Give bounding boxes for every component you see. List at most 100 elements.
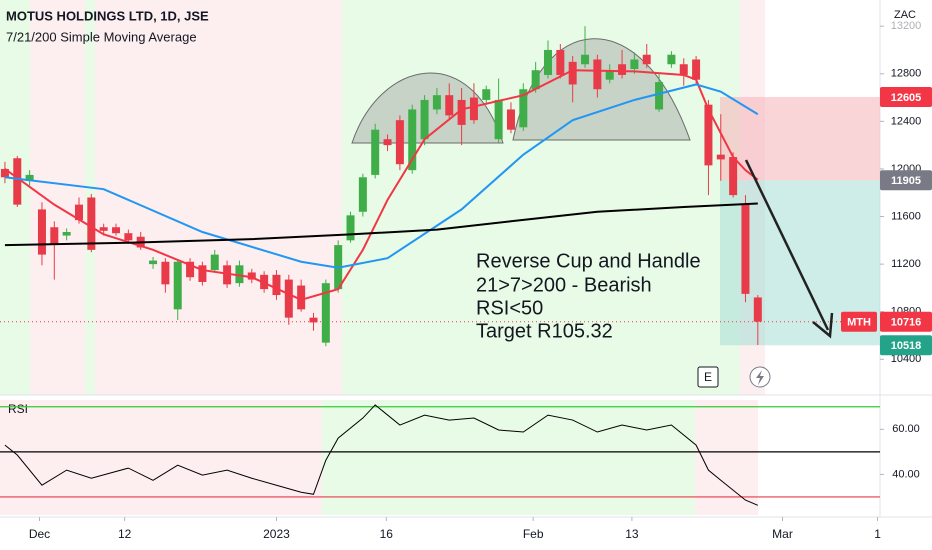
symbol-label: MTH (847, 317, 871, 329)
candle-body (87, 197, 96, 250)
candle-body (74, 204, 83, 221)
moving-average (4, 69, 759, 301)
candle-body (198, 265, 207, 282)
candle-body (729, 157, 738, 196)
stop-label-bg (880, 86, 932, 107)
candle-body (519, 89, 528, 128)
x-tick-label: 13 (625, 527, 639, 541)
plot: 1040010800112001160012000124001280013200… (0, 20, 932, 541)
lightning-icon (756, 370, 764, 385)
arrow-shaft (744, 159, 830, 331)
candle-body (408, 109, 417, 171)
rsi-bear-band (0, 400, 322, 515)
bear-band (122, 0, 342, 395)
candle-body (457, 99, 466, 125)
rsi-label: RSI (8, 402, 28, 416)
candle-body (581, 54, 590, 65)
arrow-head (812, 312, 834, 339)
candle-body (605, 70, 614, 80)
rsi-bull-band (322, 400, 695, 515)
candle-body (13, 158, 22, 205)
annotation: Reverse Cup and Handle 21>7>200 - Bearis… (476, 250, 701, 342)
bear-band (30, 0, 85, 395)
candle-body (235, 265, 244, 284)
x-tick-label: Dec (29, 527, 50, 541)
candle-body (753, 297, 762, 322)
candle-body (482, 89, 491, 100)
candle-body (642, 54, 651, 65)
bear-band (95, 0, 122, 395)
annotation-line: Reverse Cup and Handle (476, 250, 701, 272)
candle-body (186, 261, 195, 278)
target-label-bg (880, 335, 932, 356)
candle-body (173, 261, 182, 310)
candle-body (716, 154, 725, 160)
symbol-label-bg (841, 311, 877, 332)
unit-label: ZAC (894, 9, 916, 21)
rsi-line (4, 404, 759, 506)
candle-body (445, 95, 454, 116)
candle-body (124, 233, 133, 241)
candle-body (0, 168, 9, 178)
y-tick-label: 11200 (891, 258, 921, 270)
candle-body (667, 54, 676, 65)
candle-body (161, 261, 170, 285)
arrow (744, 159, 834, 339)
candle-body (593, 59, 602, 90)
last-price-label: 10716 (891, 317, 922, 329)
earnings-marker: E (704, 370, 712, 384)
candle-body (568, 61, 577, 85)
y-tick-label: 13200 (891, 20, 922, 32)
rsi-tick-label: 40.00 (892, 468, 920, 480)
y-tick-label: 12800 (891, 68, 922, 80)
annotation-line: 21>7>200 - Bearish (476, 274, 652, 296)
candle-body (223, 265, 232, 285)
candle-body (50, 227, 59, 244)
candle-body (37, 209, 46, 255)
bull-band (342, 0, 740, 395)
target-label: 10518 (891, 340, 922, 352)
annotation-line: RSI<50 (476, 297, 543, 319)
x-tick-label: 1 (874, 527, 881, 541)
stop-label: 12605 (891, 92, 922, 104)
candle-body (655, 82, 664, 110)
x-tick-label: Mar (772, 527, 793, 541)
candle-body (297, 285, 306, 310)
candle-body (321, 283, 330, 343)
candle-body (692, 59, 701, 80)
chart-subtitle: 7/21/200 Simple Moving Average (6, 29, 197, 44)
candle-body (494, 99, 503, 140)
candle-body (630, 59, 639, 70)
candle-body (556, 49, 565, 75)
moving-average (4, 202, 758, 247)
candle-body (112, 227, 121, 234)
candle-body (506, 109, 515, 130)
candle-body (149, 260, 158, 265)
candle-body (679, 64, 688, 75)
y-tick-label: 12400 (891, 115, 922, 127)
candle-body (383, 139, 392, 146)
stop-zone (720, 96, 880, 181)
candle-body (210, 254, 219, 271)
candle-body (531, 70, 540, 90)
x-tick-label: Feb (523, 527, 544, 541)
entry-label: 11905 (891, 175, 921, 187)
background-bands (0, 0, 765, 515)
x-tick-label: 12 (118, 527, 132, 541)
candle-body (469, 97, 478, 121)
candle-body (618, 64, 627, 75)
last-price-label-bg (880, 311, 932, 332)
candle-body (247, 272, 256, 280)
candle-body (346, 215, 355, 241)
candle-body (741, 204, 750, 294)
candle-body (309, 317, 318, 323)
candle-body (284, 279, 293, 318)
candle-body (272, 274, 281, 296)
rsi-tick-label: 60.00 (892, 423, 920, 435)
candle-body (25, 174, 34, 181)
candle-body (704, 104, 713, 166)
candle-body (420, 99, 429, 140)
candle-body (371, 129, 380, 175)
earnings-badge (697, 366, 719, 388)
candle-body (62, 232, 71, 236)
